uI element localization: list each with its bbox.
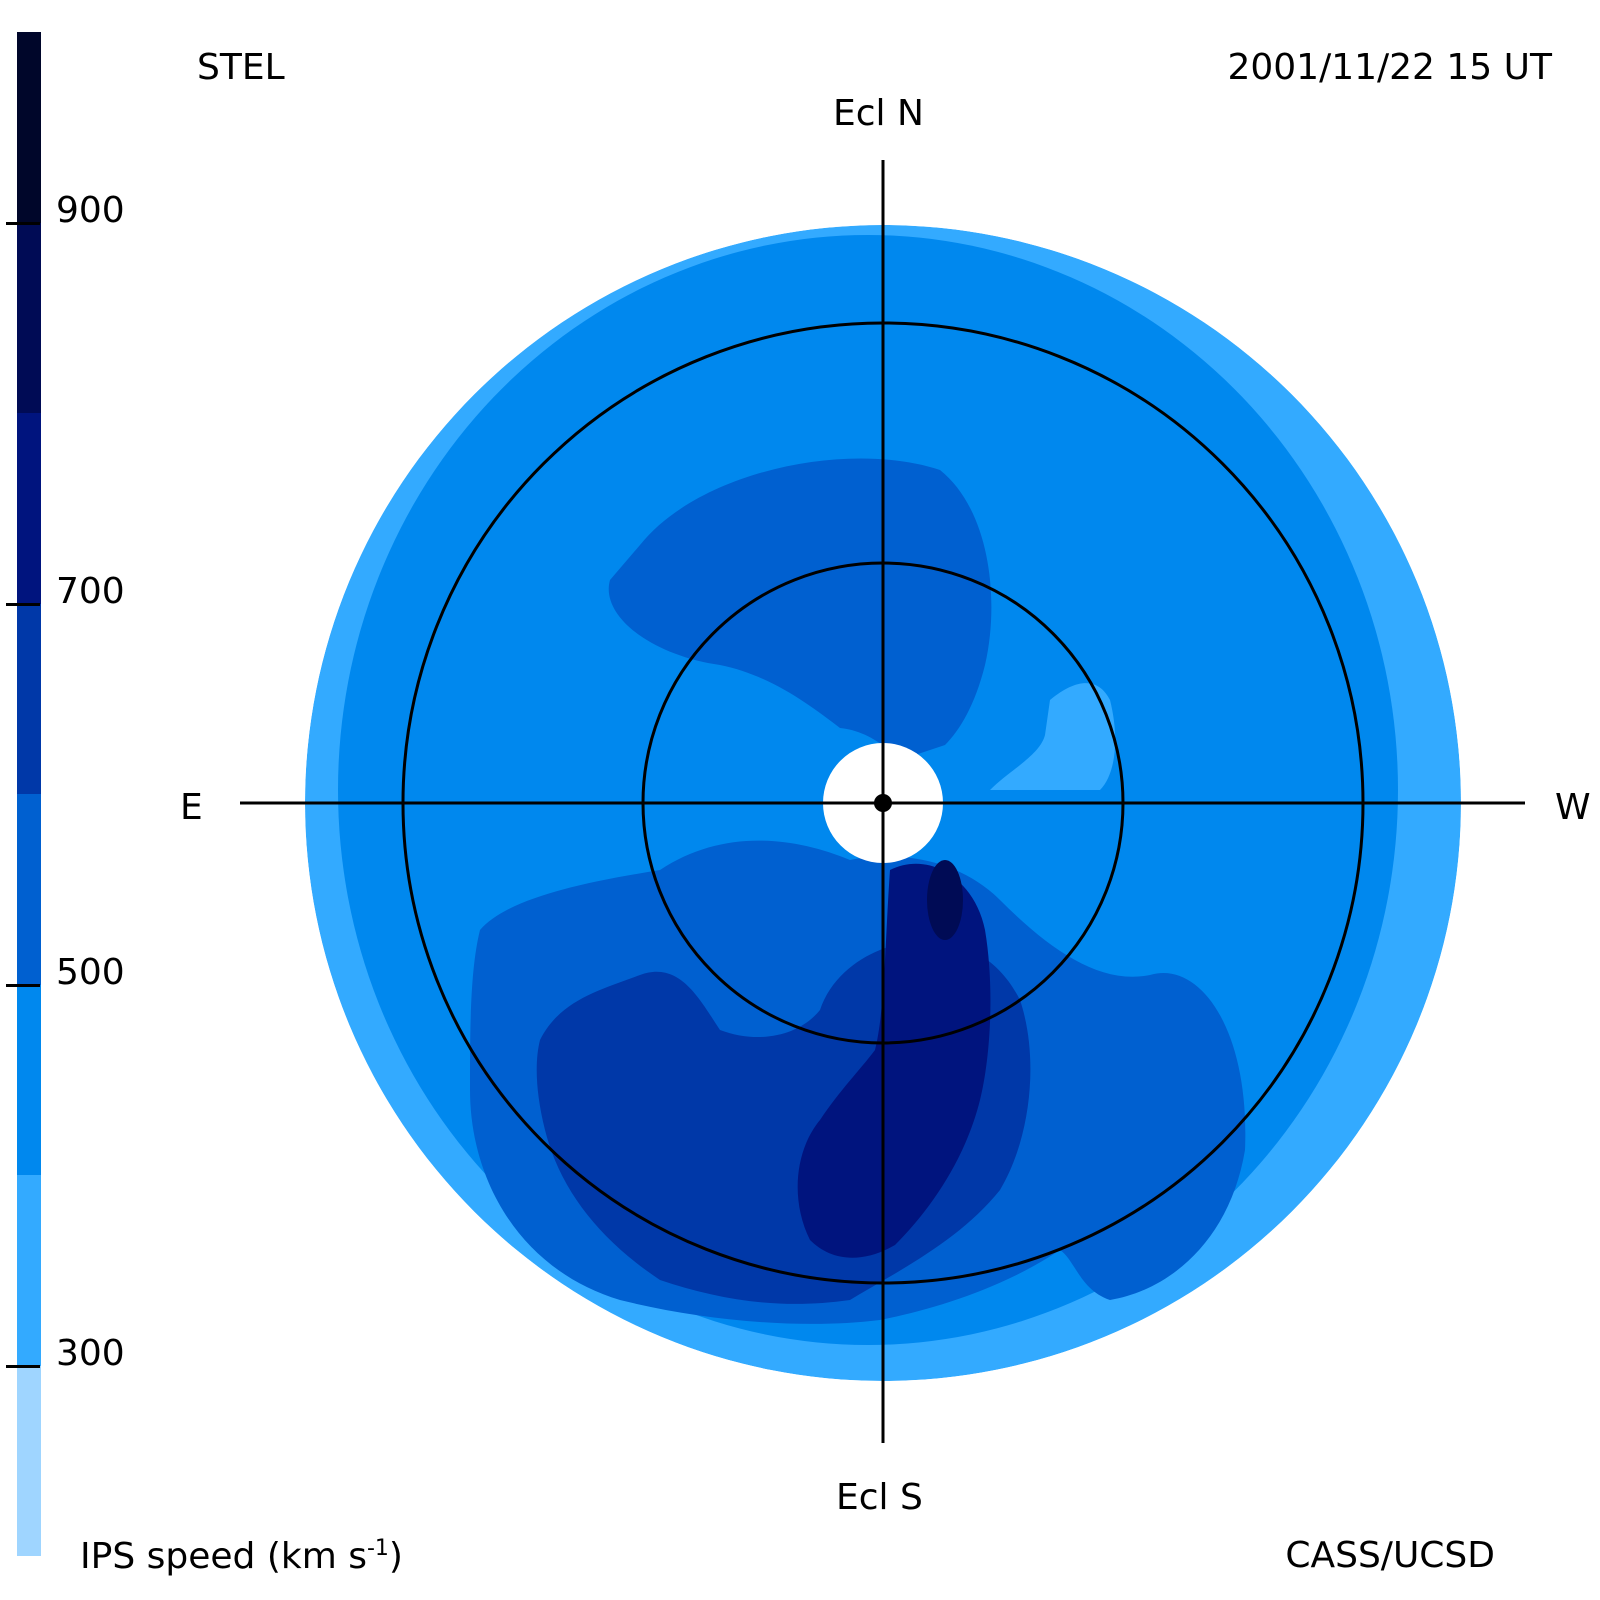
colorbar (17, 32, 41, 1556)
colorbar-band (17, 32, 41, 223)
colorbar-tick (6, 1364, 40, 1368)
colorbar-band (17, 984, 41, 1175)
east-label: E (180, 787, 203, 828)
region-south-core (797, 863, 991, 1258)
colorbar-tick-label: 300 (56, 1332, 125, 1374)
south-label: Ecl S (836, 1477, 923, 1518)
colorbar-band (17, 794, 41, 985)
colorbar-band (17, 222, 41, 413)
region-peak (927, 860, 963, 940)
colorbar-tick (6, 602, 40, 606)
colorbar-tick (6, 221, 40, 225)
colorbar-band (17, 413, 41, 604)
colorbar-band (17, 603, 41, 794)
colorbar-band (17, 1365, 41, 1556)
west-label: W (1555, 787, 1591, 828)
colorbar-band (17, 1175, 41, 1366)
colorbar-title: IPS speed (km s-1) (80, 1536, 403, 1577)
datetime-label: 2001/11/22 15 UT (1227, 47, 1552, 88)
region-west-slow-patch (990, 683, 1116, 790)
colorbar-tick-label: 900 (56, 189, 125, 231)
credit-label: CASS/UCSD (1285, 1535, 1495, 1576)
colorbar-tick-label: 500 (56, 951, 125, 993)
north-label: Ecl N (833, 93, 924, 134)
observatory-label: STEL (197, 47, 285, 88)
region-north-lobe (608, 458, 992, 760)
sun-center-dot (874, 794, 892, 812)
colorbar-tick-label: 700 (56, 570, 125, 612)
colorbar-tick (6, 983, 40, 987)
